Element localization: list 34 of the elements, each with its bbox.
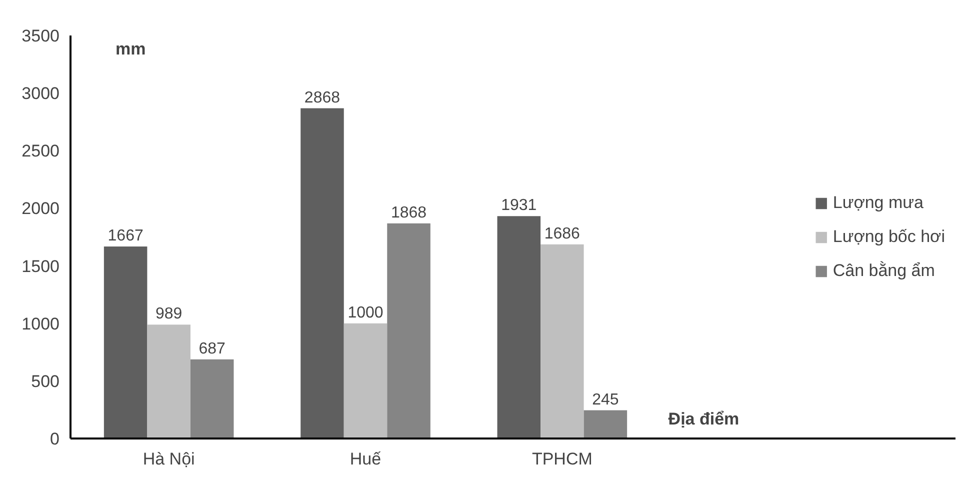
bar xyxy=(104,246,148,438)
y-tick-label: 3000 xyxy=(22,84,60,104)
y-tick-label: 1500 xyxy=(22,256,60,276)
x-axis-title: Địa điểm xyxy=(668,410,740,428)
legend-label: Lượng bốc hơi xyxy=(832,226,945,246)
data-label: 1000 xyxy=(348,304,384,322)
y-tick-label: 3500 xyxy=(22,26,60,46)
bar xyxy=(344,323,388,438)
legend-label: Cân bằng ẩm xyxy=(832,260,935,280)
bar xyxy=(147,324,190,438)
y-tick-label: 0 xyxy=(50,430,60,448)
y-axis-title: mm xyxy=(116,40,146,58)
data-label: 1868 xyxy=(390,204,427,222)
y-tick-label: 2000 xyxy=(22,199,60,218)
data-label: 1686 xyxy=(544,225,580,242)
bar xyxy=(190,359,234,438)
bar xyxy=(584,410,628,438)
bar xyxy=(387,223,430,438)
data-label: 245 xyxy=(592,391,619,408)
x-tick-label: TPHCM xyxy=(532,450,592,468)
data-label: 1931 xyxy=(501,197,537,214)
y-tick-label: 2500 xyxy=(22,142,60,161)
legend-label: Lượng mưa xyxy=(832,192,924,212)
data-label: 1667 xyxy=(108,228,144,245)
data-label: 687 xyxy=(198,340,226,358)
x-tick-label: Hà Nội xyxy=(142,450,195,468)
bar xyxy=(497,216,541,438)
y-tick-label: 500 xyxy=(31,372,60,391)
x-tick-label: Huế xyxy=(350,450,382,468)
y-tick-label: 1000 xyxy=(22,314,60,334)
bar xyxy=(300,108,344,438)
data-label: 989 xyxy=(155,306,182,323)
bar xyxy=(540,244,584,438)
data-label: 2868 xyxy=(304,89,340,106)
